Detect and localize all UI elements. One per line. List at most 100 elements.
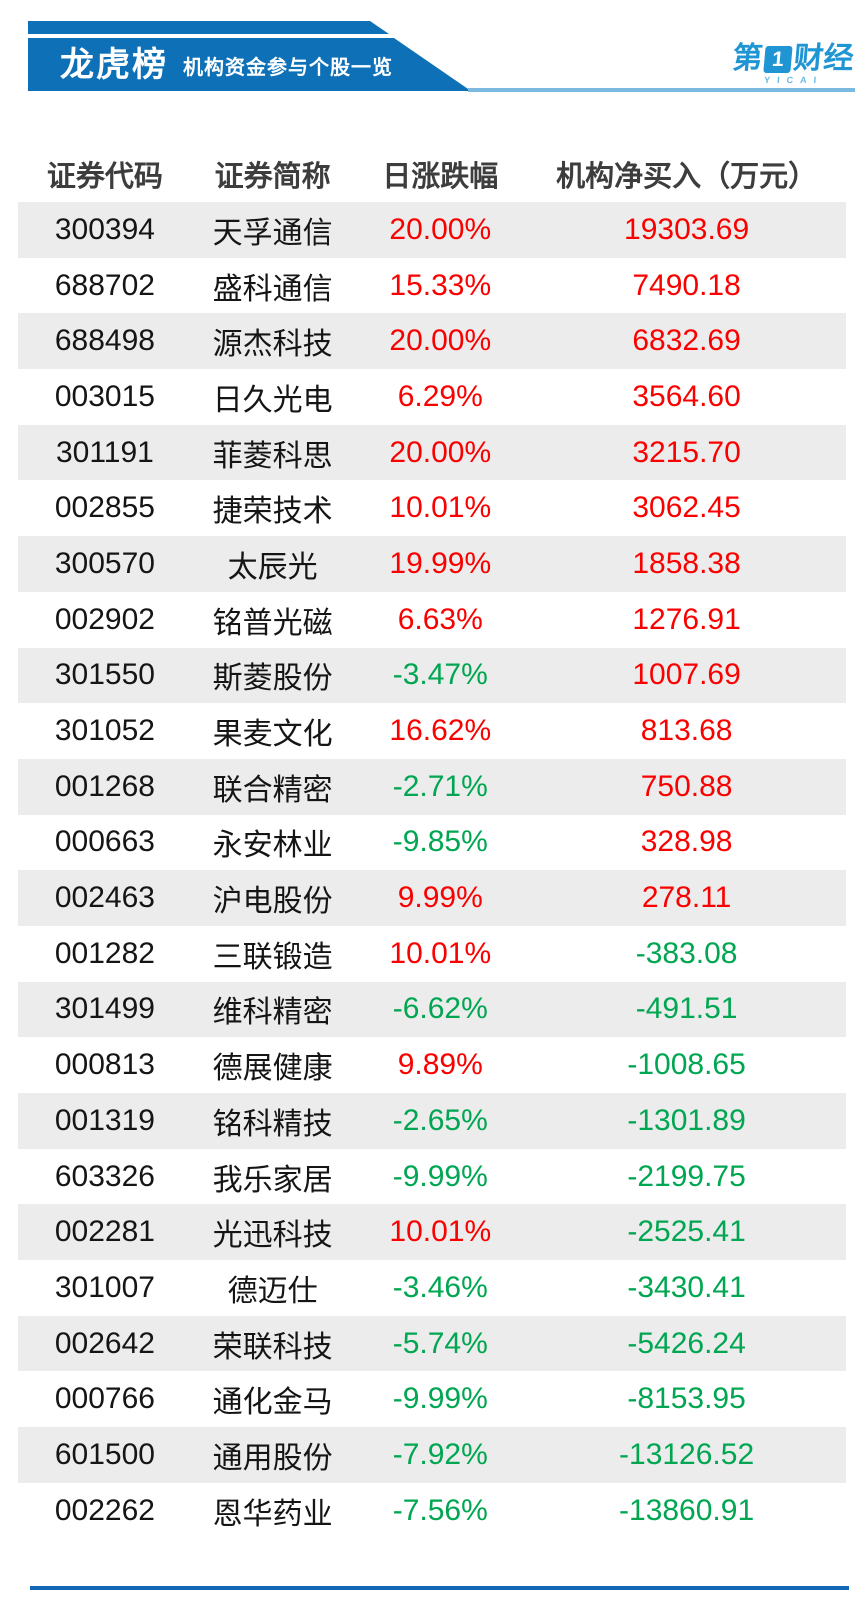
table-body: 300394 天孚通信 20.00% 19303.69 688702 盛科通信 … (18, 202, 846, 1539)
yicai-logo-caption: YICAI (763, 75, 824, 85)
table-row: 002463 沪电股份 9.99% 278.11 (18, 870, 846, 926)
yicai-logo: 第 1 财经 YICAI (730, 42, 855, 85)
table-row: 000663 永安林业 -9.85% 328.98 (18, 815, 846, 871)
daily-change-value: -7.56% (392, 1493, 488, 1527)
net-buy-value: 328.98 (640, 825, 733, 859)
table-row: 301052 果麦文化 16.62% 813.68 (18, 703, 846, 759)
stock-code: 002262 (54, 1493, 155, 1527)
daily-change-value: -2.71% (392, 769, 488, 803)
daily-change-value: 10.01% (389, 936, 492, 970)
net-buy-value: 1276.91 (632, 602, 741, 636)
daily-change-value: -7.92% (392, 1437, 488, 1471)
table-row: 002262 恩华药业 -7.56% -13860.91 (18, 1483, 846, 1539)
daily-change-value: -2.65% (392, 1103, 488, 1137)
stock-code: 000663 (54, 825, 155, 859)
daily-change-value: -3.46% (392, 1270, 488, 1304)
daily-change-value: 19.99% (389, 546, 492, 580)
table-row: 688702 盛科通信 15.33% 7490.18 (18, 258, 846, 314)
bottom-rule (30, 1586, 849, 1590)
banner-underline (468, 88, 855, 92)
logo-text-suffix: 财经 (792, 42, 855, 75)
daily-change-value: 10.01% (389, 491, 492, 525)
stock-code: 002642 (54, 1326, 155, 1360)
page-title: 龙虎榜 (60, 45, 168, 84)
stock-name: 通用股份 (212, 1441, 333, 1475)
column-header-daily-change: 日涨跌幅 (382, 161, 499, 193)
net-buy-value: -1008.65 (627, 1048, 746, 1082)
banner: 龙虎榜 机构资金参与个股一览 (28, 38, 471, 91)
table-row: 003015 日久光电 6.29% 3564.60 (18, 369, 846, 425)
daily-change-value: 15.33% (389, 268, 492, 302)
stock-code: 003015 (54, 379, 155, 413)
banner-top-stripe (28, 21, 389, 34)
daily-change-value: 20.00% (389, 435, 492, 469)
daily-change-value: -3.47% (392, 658, 488, 692)
stock-name: 三联锻造 (212, 940, 333, 974)
stock-code: 688498 (54, 324, 155, 358)
table-row: 300570 太辰光 19.99% 1858.38 (18, 536, 846, 592)
net-buy-value: 750.88 (640, 769, 733, 803)
table-row: 601500 通用股份 -7.92% -13126.52 (18, 1427, 846, 1483)
stock-code: 002281 (54, 1215, 155, 1249)
yicai-logo-wordmark: 第 1 财经 (731, 42, 855, 75)
daily-change-value: 10.01% (389, 1215, 492, 1249)
daily-change-value: 20.00% (389, 212, 492, 246)
stock-name: 维科精密 (212, 996, 333, 1030)
stock-name: 恩华药业 (212, 1497, 333, 1531)
daily-change-value: -6.62% (392, 992, 488, 1026)
stock-name: 联合精密 (212, 773, 333, 807)
daily-change-value: 9.89% (397, 1048, 483, 1082)
stock-name: 日久光电 (212, 383, 333, 417)
stock-code: 001319 (54, 1103, 155, 1137)
net-buy-value: -2199.75 (627, 1159, 746, 1193)
net-buy-value: 278.11 (641, 881, 732, 915)
table-row: 001319 铭科精技 -2.65% -1301.89 (18, 1093, 846, 1149)
stock-name: 光迅科技 (212, 1219, 333, 1253)
stock-code: 301007 (54, 1270, 155, 1304)
table-row: 301550 斯菱股份 -3.47% 1007.69 (18, 647, 846, 704)
net-buy-value: 6832.69 (632, 324, 741, 358)
table-row: 688498 源杰科技 20.00% 6832.69 (18, 313, 846, 370)
table-row: 603326 我乐家居 -9.99% -2199.75 (18, 1149, 846, 1205)
table-row: 002281 光迅科技 10.01% -2525.41 (18, 1204, 846, 1261)
net-buy-value: 19303.69 (624, 212, 750, 246)
column-header-net-buy: 机构净买入（万元） (556, 161, 818, 193)
table-row: 000813 德展健康 9.89% -1008.65 (18, 1037, 846, 1093)
stock-code: 001282 (54, 936, 155, 970)
stock-name: 果麦文化 (212, 718, 333, 752)
net-buy-value: 3215.70 (632, 435, 741, 469)
net-buy-value: 3564.60 (632, 379, 741, 413)
net-buy-value: -383.08 (635, 936, 738, 970)
table-row: 002642 荣联科技 -5.74% -5426.24 (18, 1315, 846, 1372)
daily-change-value: 20.00% (389, 324, 492, 358)
stock-code: 301052 (54, 714, 155, 748)
daily-change-value: 6.29% (397, 379, 483, 413)
stock-name: 铭普光磁 (212, 606, 333, 640)
table-row: 001282 三联锻造 10.01% -383.08 (18, 926, 846, 982)
stock-code: 301499 (54, 992, 155, 1026)
net-buy-value: 1007.69 (632, 658, 741, 692)
stock-code: 301191 (55, 435, 154, 469)
stock-name: 通化金马 (212, 1386, 333, 1420)
net-buy-value: 7490.18 (632, 268, 741, 302)
table-row: 002855 捷荣技术 10.01% 3062.45 (18, 480, 846, 536)
stock-name: 斯菱股份 (212, 662, 333, 696)
net-buy-value: -5426.24 (627, 1326, 746, 1360)
logo-text-prefix: 第 (731, 42, 764, 75)
net-buy-value: -8153.95 (627, 1382, 746, 1416)
stock-code: 000813 (54, 1048, 155, 1082)
net-buy-value: -13860.91 (619, 1493, 755, 1527)
daily-change-value: 9.99% (397, 881, 483, 915)
daily-change-value: -9.99% (392, 1382, 488, 1416)
table-row: 301191 菲菱科思 20.00% 3215.70 (18, 424, 846, 481)
logo-number-one-icon: 1 (763, 45, 793, 73)
stock-code: 002855 (54, 491, 155, 525)
page-subtitle: 机构资金参与个股一览 (183, 57, 393, 79)
daily-change-value: 6.63% (397, 602, 483, 636)
stock-name: 源杰科技 (212, 328, 333, 362)
stock-name: 沪电股份 (212, 885, 333, 919)
daily-change-value: 16.62% (389, 714, 492, 748)
table-header-row: 证券代码 证券简称 日涨跌幅 机构净买入（万元） (18, 146, 846, 202)
stock-code: 301550 (54, 658, 155, 692)
stock-code: 002902 (54, 602, 155, 636)
